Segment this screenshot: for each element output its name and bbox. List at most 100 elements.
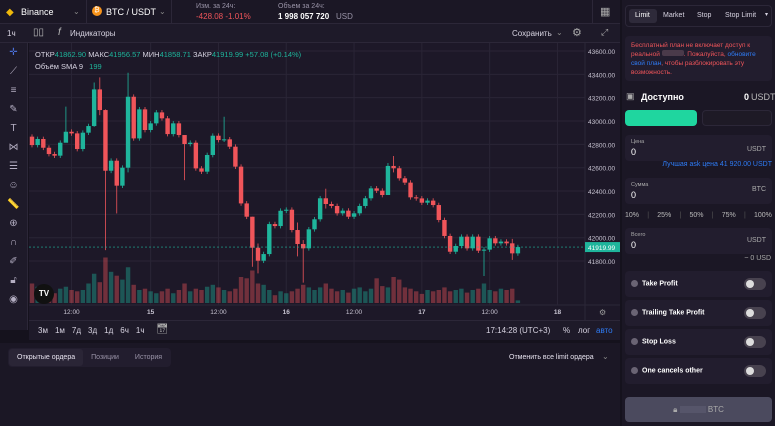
volume-bar (278, 291, 283, 303)
candlestick-chart[interactable]: 43600.00 43400.00 43200.00 43000.00 42800.00… (29, 43, 620, 320)
tab-positions[interactable]: Позиции (91, 354, 119, 361)
range-button[interactable]: 1м (54, 326, 65, 335)
option-toggle[interactable] (744, 278, 766, 290)
lock-drawing-icon[interactable]: ✐ (9, 256, 18, 267)
zoom-in-icon[interactable]: ⊕ (9, 218, 18, 229)
auto-toggle[interactable]: авто (596, 326, 613, 335)
last-price-label: 41919.99 (588, 245, 615, 252)
text-icon[interactable]: T (10, 123, 17, 134)
total-field[interactable]: Всего 0 USDT (625, 228, 772, 254)
tab-limit[interactable]: Limit (635, 12, 650, 19)
lock-icon[interactable]: 🔓︎ (10, 275, 17, 286)
tab-stop[interactable]: Stop (697, 12, 712, 19)
ruler-icon[interactable]: 📏 (7, 199, 20, 210)
volume-bar (442, 287, 447, 303)
candle-body (244, 203, 249, 217)
save-button[interactable]: Сохранить (512, 29, 552, 38)
fullscreen-icon[interactable]: ⤢ (601, 27, 609, 37)
range-button[interactable]: 1д (104, 326, 114, 335)
option-label-text: One cancels other (642, 367, 703, 375)
volume-bar (227, 291, 232, 303)
range-button[interactable]: 6ч (120, 326, 129, 335)
cancel-all-orders-button[interactable]: Отменить все limit ордера (509, 354, 594, 361)
high-label: МАКС (88, 50, 110, 59)
volume-bar (510, 288, 515, 303)
range-button[interactable]: 3м (38, 326, 48, 335)
submit-order-button[interactable]: 🔒︎ BTC (625, 397, 772, 422)
info-icon[interactable] (631, 280, 638, 287)
pair-select[interactable]: BTC / USDT (106, 7, 157, 17)
exchange-select[interactable]: Binance (21, 7, 54, 17)
percent-button[interactable]: 50% (689, 212, 704, 219)
emoji-icon[interactable]: ☺ (8, 180, 19, 191)
percent-toggle[interactable]: % (563, 326, 571, 335)
option-toggle[interactable] (744, 336, 766, 348)
volume-bar (368, 288, 374, 303)
volume-bar (255, 283, 261, 303)
horizontal-lines-icon[interactable]: ≡ (10, 85, 17, 96)
settings-gear-icon[interactable]: ⚙ (572, 27, 582, 39)
chevron-down-icon[interactable]: ⌄ (73, 7, 80, 16)
option-label: Trailing Take Profit (631, 309, 705, 316)
percent-button[interactable]: 100% (754, 212, 772, 219)
candle-type-icon[interactable]: ▯▯ (33, 27, 45, 38)
info-icon[interactable] (631, 367, 638, 374)
indicators-button[interactable]: Индикаторы (70, 29, 116, 38)
percent-button[interactable]: 10% (625, 212, 640, 219)
price-chart[interactable]: 43600.00 43400.00 43200.00 43000.00 42800.00… (29, 43, 620, 320)
volume-bar (221, 290, 227, 303)
tab-market[interactable]: Market (663, 12, 685, 19)
time-tick: 12:00 (346, 309, 363, 316)
layout-grid-icon[interactable]: ▦ (600, 6, 611, 18)
brush-icon[interactable]: ✎ (9, 104, 18, 115)
info-icon[interactable] (631, 309, 638, 316)
range-button[interactable]: 1ч (135, 326, 145, 335)
candle-body (46, 147, 52, 155)
percent-button[interactable]: 25% (657, 212, 672, 219)
candle-body (75, 133, 80, 150)
candle-body (165, 118, 170, 135)
magnet-icon[interactable]: ∩ (9, 237, 18, 248)
tab-open-orders[interactable]: Открытые ордера (9, 349, 84, 366)
volume-bar (216, 287, 221, 303)
option-label: One cancels other (631, 367, 703, 374)
eye-icon[interactable]: ◉ (9, 294, 18, 305)
candle-body (312, 219, 317, 230)
close-value: 41919.99 (211, 50, 244, 59)
price-input[interactable]: 0 (631, 147, 637, 157)
chevron-down-icon[interactable]: ⌄ (602, 352, 609, 361)
info-icon[interactable] (631, 338, 638, 345)
fib-icon[interactable]: ☰ (9, 161, 18, 172)
volume-bar (289, 291, 295, 303)
chevron-down-icon[interactable]: ⌄ (159, 7, 166, 16)
buy-button[interactable] (625, 110, 697, 126)
volume-bar (447, 291, 453, 303)
more-tabs-icon[interactable]: ▾ (765, 12, 769, 18)
amount-field[interactable]: Сумма 0 BTC (625, 178, 772, 204)
pattern-icon[interactable]: ⋈ (8, 142, 19, 153)
crosshair-icon[interactable]: ✛ (9, 47, 18, 58)
range-button[interactable]: 7д (71, 326, 82, 335)
total-input[interactable]: 0 (631, 240, 637, 250)
price-field[interactable]: Цена 0 USDT (625, 135, 772, 161)
calendar-icon[interactable]: 📅︎ (156, 324, 169, 335)
tab-stop-limit[interactable]: Stop Limit (725, 12, 757, 19)
tab-history[interactable]: История (134, 354, 163, 361)
volume-bar (188, 291, 193, 303)
time-tick: 17 (418, 309, 426, 316)
sell-button[interactable] (702, 110, 772, 126)
volume-value: 1 998 057 720 (278, 12, 330, 21)
interval-button[interactable]: 1ч (7, 29, 16, 38)
range-button[interactable]: 3д (88, 326, 98, 335)
upgrade-plan-link[interactable]: обновите свой план (631, 51, 756, 67)
option-toggle[interactable] (744, 365, 766, 377)
percent-button[interactable]: 75% (721, 212, 736, 219)
log-toggle[interactable]: лог (578, 326, 591, 335)
best-ask-link[interactable]: Лучшая ask цена 41 920.00 USDT (662, 161, 772, 168)
tradingview-logo-icon[interactable]: TV (34, 284, 54, 304)
trend-line-icon[interactable]: ⟋ (10, 66, 17, 77)
option-toggle[interactable] (744, 307, 766, 319)
chevron-down-icon[interactable]: ⌄ (556, 28, 563, 37)
price-tick: 43600.00 (588, 49, 615, 56)
amount-input[interactable]: 0 (631, 190, 637, 200)
